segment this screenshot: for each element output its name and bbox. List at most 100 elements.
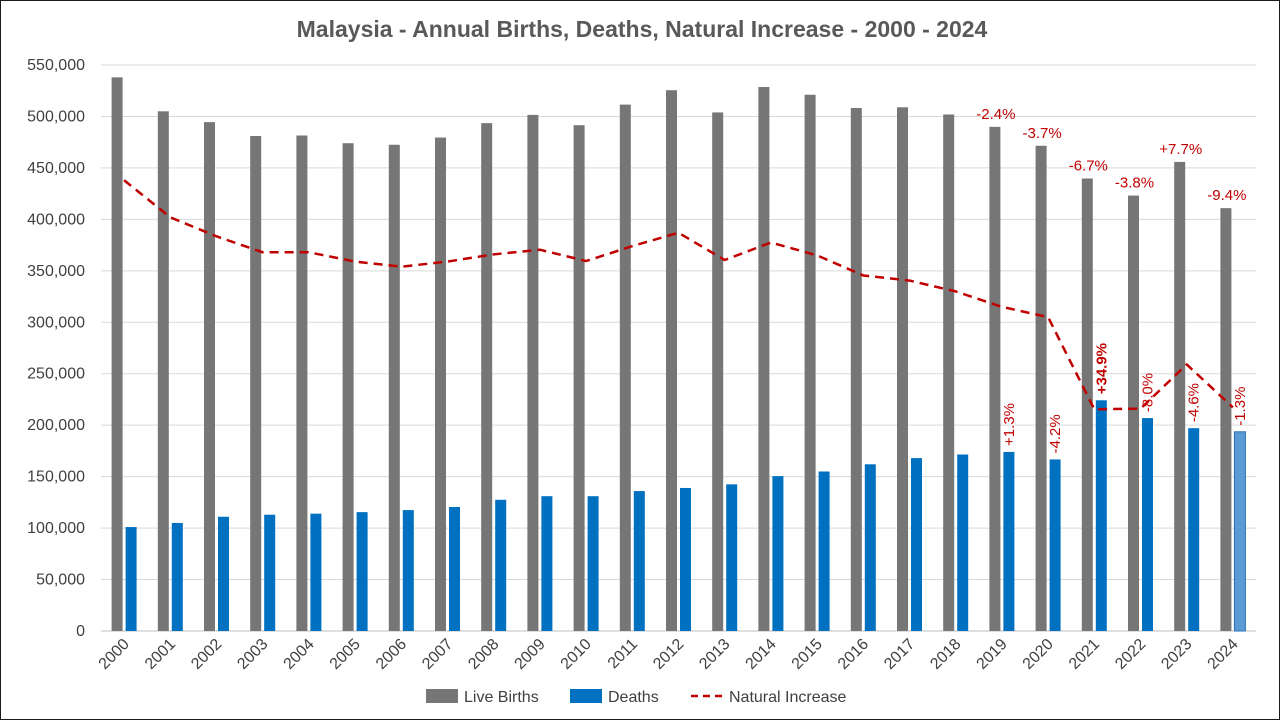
y-tick-label: 400,000 [27,211,85,228]
births-bar-2002 [204,122,215,631]
deaths-bar-2021 [1095,400,1107,631]
x-tick-label: 2007 [419,636,456,673]
births-change-label: -9.4% [1207,187,1246,204]
deaths-bar-2008 [495,499,507,631]
x-tick-label: 2012 [650,636,687,673]
deaths-bar-2006 [402,510,414,631]
x-tick-label: 2020 [1020,636,1057,673]
x-tick-label: 2011 [605,636,641,672]
line-layer [123,179,1234,411]
legend-label-live-births: Live Births [464,689,539,706]
births-bar-2022 [1128,195,1139,632]
y-tick-label: 200,000 [27,417,85,434]
x-tick-label: 2017 [881,636,918,673]
deaths-bar-2018 [957,454,969,631]
births-bar-2001 [157,111,169,632]
x-tick-label: 2005 [327,636,364,673]
y-tick-label: 350,000 [27,263,85,280]
x-tick-label: 2021 [1066,636,1103,673]
deaths-change-label: -4.6% [1186,383,1203,422]
births-change-label: -3.7% [1023,125,1062,142]
x-tick-label: 2015 [789,636,826,673]
births-bar-2021 [1081,178,1093,631]
x-tick-label: 2023 [1158,636,1195,673]
x-tick-label: 2010 [558,636,595,673]
births-change-label: -3.8% [1115,175,1154,192]
x-axis-tick-labels: 2000 2001 2002 2003 2004 2005 2006 2007 2008 2009… [96,636,1242,673]
x-tick-label: 2004 [281,636,318,673]
x-tick-label: 2009 [512,636,549,673]
deaths-bar-2024 [1233,431,1246,632]
births-bar-2016 [850,108,862,632]
deaths-bar-2023 [1188,428,1200,631]
births-bar-2010 [573,125,585,632]
deaths-bar-2007 [449,506,460,631]
x-tick-label: 2000 [96,636,133,673]
births-bar-2020 [1035,145,1047,631]
legend-swatch-live-births [426,689,458,703]
births-bar-2014 [758,87,770,632]
births-bar-2013 [712,112,724,631]
y-tick-label: 550,000 [27,57,85,74]
chart-title: Malaysia - Annual Births, Deaths, Natura… [297,16,988,42]
deaths-bar-2005 [356,512,368,631]
x-tick-label: 2002 [188,636,225,673]
deaths-bar-2022 [1142,418,1153,631]
births-bar-2004 [296,135,308,631]
legend-label-natural-increase: Natural Increase [729,689,846,706]
deaths-change-label: +1.3% [1001,403,1018,446]
births-change-label: -6.7% [1069,158,1108,175]
deaths-change-label: +34.9% [1093,343,1110,394]
deaths-change-label: -1.3% [1232,387,1249,426]
y-tick-label: 500,000 [27,108,85,125]
legend-label-deaths: Deaths [608,689,659,706]
deaths-change-label: -4.2% [1047,414,1064,453]
x-tick-label: 2018 [927,636,964,673]
grid-layer [101,64,1256,632]
deaths-bar-2017 [911,458,922,631]
x-tick-label: 2006 [373,636,410,673]
deaths-bar-2012 [680,487,691,631]
deaths-bar-2009 [541,496,553,631]
x-tick-label: 2013 [696,636,733,673]
deaths-bar-2011 [633,491,645,631]
births-bar-2000 [111,77,123,631]
x-tick-label: 2014 [743,636,780,673]
births-bar-2015 [804,94,816,632]
x-tick-label: 2022 [1112,636,1149,673]
births-bar-2023 [1174,161,1186,631]
births-bar-2008 [481,123,493,631]
births-change-label: +7.7% [1159,141,1202,158]
legend-swatch-deaths [570,689,602,703]
y-tick-label: 250,000 [27,366,85,383]
deaths-bar-2002 [218,516,229,631]
births-bar-2018 [943,114,955,632]
x-tick-label: 2016 [835,636,872,673]
deaths-change-label: -8.0% [1140,373,1157,412]
births-bar-2007 [435,137,446,631]
annotation-layer: -2.4% -3.7% -6.7% -3.8% +7.7% -9.4% +1.3% -4.2%… [976,106,1249,454]
bar-layer [111,77,1246,632]
deaths-bar-2020 [1049,459,1061,631]
deaths-bar-2015 [818,471,830,631]
y-tick-label: 0 [76,623,85,640]
deaths-bar-2010 [587,496,599,631]
y-tick-label: 100,000 [27,520,85,537]
x-tick-label: 2008 [465,636,502,673]
births-bar-2017 [897,107,908,631]
y-tick-label: 50,000 [36,572,85,589]
deaths-bar-2003 [264,514,276,631]
births-bar-2024 [1220,208,1232,631]
deaths-bar-2000 [125,527,137,631]
x-tick-label: 2003 [234,636,271,673]
x-tick-label: 2019 [974,636,1011,673]
y-axis-tick-labels: 0 50,000 100,000 150,000 200,000 250,000 300,0… [27,57,85,640]
births-bar-2019 [989,126,1001,632]
natural-increase-line [123,179,1234,411]
legend: Live Births Deaths Natural Increase [426,689,846,706]
births-bar-2005 [342,143,354,631]
births-change-label: -2.4% [976,106,1015,123]
deaths-bar-2019 [1003,451,1015,631]
